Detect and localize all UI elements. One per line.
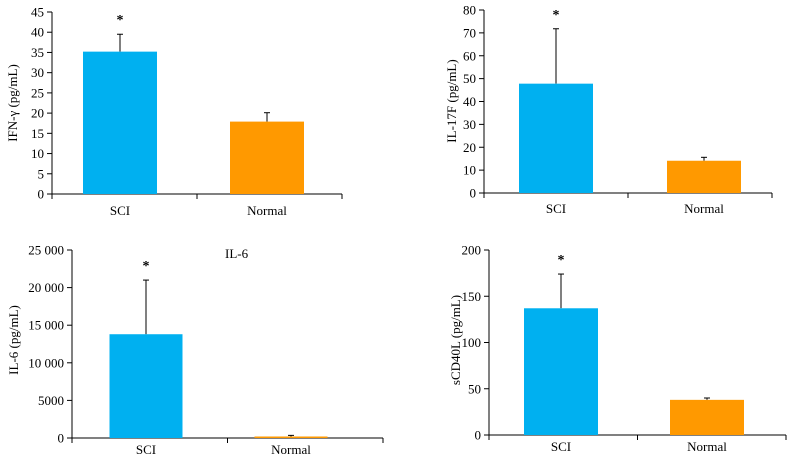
y-tick-label: 25 xyxy=(31,85,44,100)
y-tick-label: 30 xyxy=(463,117,476,132)
significance-star: * xyxy=(117,13,124,28)
chart-panel-1: IFN-γ (pg/mL) 0 5 10 15 20 25 30 35 40 45 * SCI Norma… xyxy=(5,5,343,218)
y-tick-label: 5 xyxy=(38,166,45,181)
bar-normal xyxy=(254,436,328,438)
y-tick-label: 15 000 xyxy=(28,318,64,333)
y-tick-label: 20 xyxy=(463,140,476,155)
chart-panel-3: IL-6 IL-6 (pg/mL) 0 5000 10 000 15 000 20 000 2… xyxy=(6,243,384,457)
y-tick-label: 30 xyxy=(31,65,44,80)
y-tick-label: 20 000 xyxy=(28,280,64,295)
y-tick-label: 100 xyxy=(462,335,482,350)
x-category-label: Normal xyxy=(684,201,724,216)
bar-normal xyxy=(667,160,741,193)
x-category-label: Normal xyxy=(687,439,727,454)
bar-normal xyxy=(230,121,304,194)
y-tick-label: 200 xyxy=(462,243,482,258)
x-category-label: Normal xyxy=(271,442,311,457)
y-axis-label: IL-6 (pg/mL) xyxy=(6,305,21,375)
y-tick-label: 35 xyxy=(31,45,44,60)
significance-star: * xyxy=(553,8,560,23)
y-tick-label: 0 xyxy=(470,186,477,201)
y-axis-label: IL-17F (pg/mL) xyxy=(444,59,459,142)
y-tick-label: 15 xyxy=(31,126,44,141)
chart-title: IL-6 xyxy=(225,246,249,261)
bar-sci xyxy=(524,308,598,435)
y-tick-label: 25 000 xyxy=(28,243,64,258)
y-axis-label: IFN-γ (pg/mL) xyxy=(5,64,20,142)
significance-star: * xyxy=(143,259,150,274)
bar-normal xyxy=(670,399,744,435)
y-tick-label: 150 xyxy=(462,289,482,304)
y-tick-label: 10 xyxy=(31,146,44,161)
y-tick-label: 10 000 xyxy=(28,355,64,370)
y-tick-label: 20 xyxy=(31,106,44,121)
bar-sci xyxy=(83,51,157,194)
y-tick-label: 40 xyxy=(463,94,476,109)
y-tick-label: 0 xyxy=(58,431,65,446)
y-tick-label: 50 xyxy=(463,71,476,86)
y-tick-label: 60 xyxy=(463,48,476,63)
x-category-label: SCI xyxy=(551,439,571,454)
x-category-label: Normal xyxy=(247,203,287,218)
chart-panel-2: IL-17F (pg/mL) 0 10 20 30 40 50 60 70 80 * SCI Norma… xyxy=(444,3,773,216)
bar-sci xyxy=(109,334,183,438)
y-tick-label: 5000 xyxy=(38,393,64,408)
chart-panel-4: sCD40L (pg/mL) 0 50 100 150 200 * SCI Normal xyxy=(448,243,787,454)
y-tick-label: 0 xyxy=(475,428,482,443)
bar-sci xyxy=(519,83,593,193)
y-tick-label: 70 xyxy=(463,25,476,40)
y-tick-label: 50 xyxy=(468,381,481,396)
y-tick-label: 45 xyxy=(31,5,44,20)
x-category-label: SCI xyxy=(136,442,156,457)
x-category-label: SCI xyxy=(110,203,130,218)
y-axis-label: sCD40L (pg/mL) xyxy=(448,295,463,385)
y-tick-label: 0 xyxy=(38,187,45,202)
y-tick-label: 80 xyxy=(463,3,476,18)
x-category-label: SCI xyxy=(546,201,566,216)
y-tick-label: 10 xyxy=(463,163,476,178)
y-tick-label: 40 xyxy=(31,25,44,40)
significance-star: * xyxy=(558,253,565,268)
